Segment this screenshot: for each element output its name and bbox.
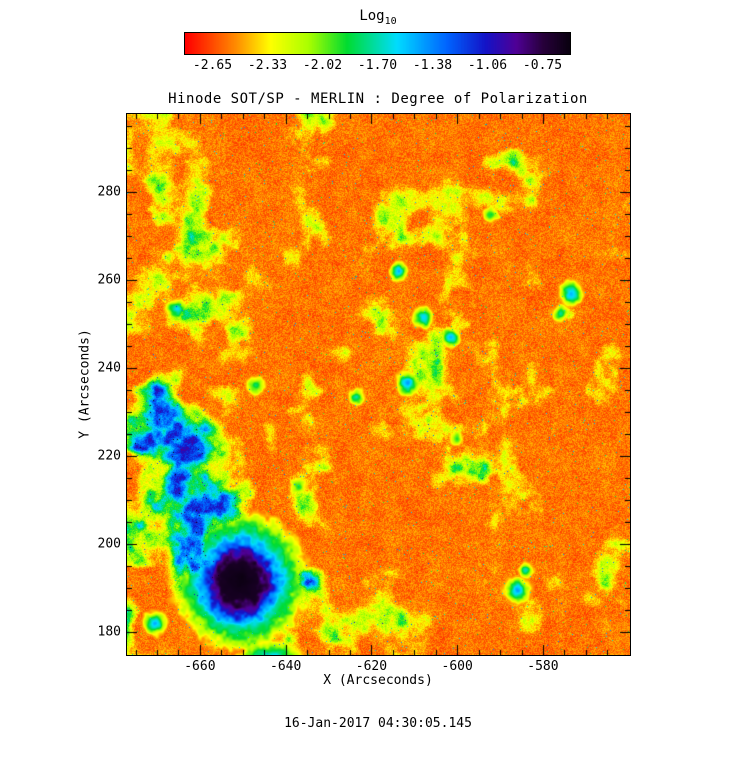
x-tick-label: -660 (184, 659, 216, 674)
colorbar-tick-label: -1.06 (467, 58, 508, 73)
x-tick-label: -620 (355, 659, 388, 674)
plot-frame (126, 113, 631, 656)
colorbar-tick-label: -0.75 (522, 58, 563, 73)
y-tick-label: 200 (97, 536, 121, 552)
chart-title: Hinode SOT/SP - MERLIN : Degree of Polar… (168, 91, 588, 107)
colorbar-tick-label: -2.33 (247, 58, 288, 73)
colorbar-tick-label: -1.70 (357, 58, 398, 73)
colorbar-frame (184, 32, 571, 55)
colorbar-title: Log10 (0, 8, 756, 27)
timestamp: 16-Jan-2017 04:30:05.145 (284, 716, 472, 731)
y-axis-label: Y (Arcseconds) (77, 329, 93, 439)
x-tick-label: -580 (527, 659, 559, 674)
x-axis-label: X (Arcseconds) (323, 673, 433, 688)
colorbar-tick-label: -2.65 (192, 58, 233, 73)
colorbar-tick-label: -1.38 (412, 58, 453, 73)
x-tick-label: -600 (441, 659, 473, 674)
y-tick-label: 180 (97, 624, 121, 640)
y-tick-label: 220 (97, 448, 121, 464)
y-tick-label: 280 (97, 184, 121, 200)
colorbar-gradient (185, 33, 570, 54)
y-tick-label: 240 (97, 360, 121, 376)
colorbar-tick-label: -2.02 (302, 58, 343, 73)
x-tick-label: -640 (270, 659, 302, 674)
colorbar-title-main: Log (359, 8, 385, 24)
heatmap-canvas (127, 114, 630, 655)
colorbar-title-sub: 10 (384, 15, 397, 27)
y-tick-label: 260 (97, 272, 121, 288)
